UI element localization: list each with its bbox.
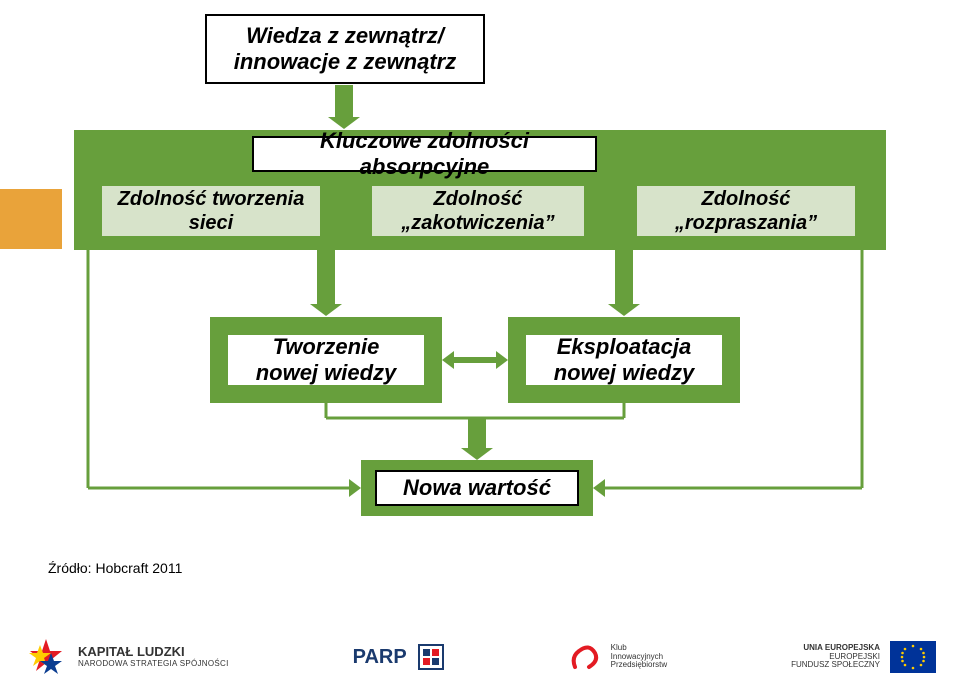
label-create-knowledge: Tworzenie nowej wiedzy [224,331,428,389]
box-anchoring-capacity: Zdolność „zakotwiczenia” [368,182,588,240]
box-dispersing-capacity: Zdolność „rozpraszania” [633,182,859,240]
box-external-knowledge: Wiedza z zewnątrz/ innowacje z zewnątrz [205,14,485,84]
parp-text: PARP [353,646,407,669]
footer-logos: KAPITAŁ LUDZKI NARODOWA STRATEGIA SPÓJNO… [0,622,960,692]
logo-ue: UNIA EUROPEJSKA EUROPEJSKI FUNDUSZ SPOŁE… [791,641,936,673]
klub-icon [569,641,601,673]
eu-flag-icon [890,641,936,673]
label-absorptive-capacities: Kluczowe zdolności absorpcyjne [252,136,597,172]
parp-icon [417,643,445,671]
box-network-capacity: Zdolność tworzenia sieci [98,182,324,240]
label-exploit-knowledge: Eksploatacja nowej wiedzy [522,331,726,389]
ue-line3: FUNDUSZ SPOŁECZNY [791,661,880,670]
connector-layer [0,0,960,692]
kapital-sub: NARODOWA STRATEGIA SPÓJNOŚCI [78,660,229,669]
source-citation: Źródło: Hobcraft 2011 [48,560,182,576]
star-icon [24,635,68,679]
logo-kapital-ludzki: KAPITAŁ LUDZKI NARODOWA STRATEGIA SPÓJNO… [24,635,229,679]
diagram-stage: Wiedza z zewnątrz/ innowacje z zewnątrz … [0,0,960,692]
klub-text: Klub Innowacyjnych Przedsiębiorstw [611,644,667,670]
label-new-value: Nowa wartość [375,470,579,506]
logo-parp: PARP [353,643,445,671]
logo-klub: Klub Innowacyjnych Przedsiębiorstw [569,641,667,673]
kapital-title: KAPITAŁ LUDZKI [78,645,229,659]
